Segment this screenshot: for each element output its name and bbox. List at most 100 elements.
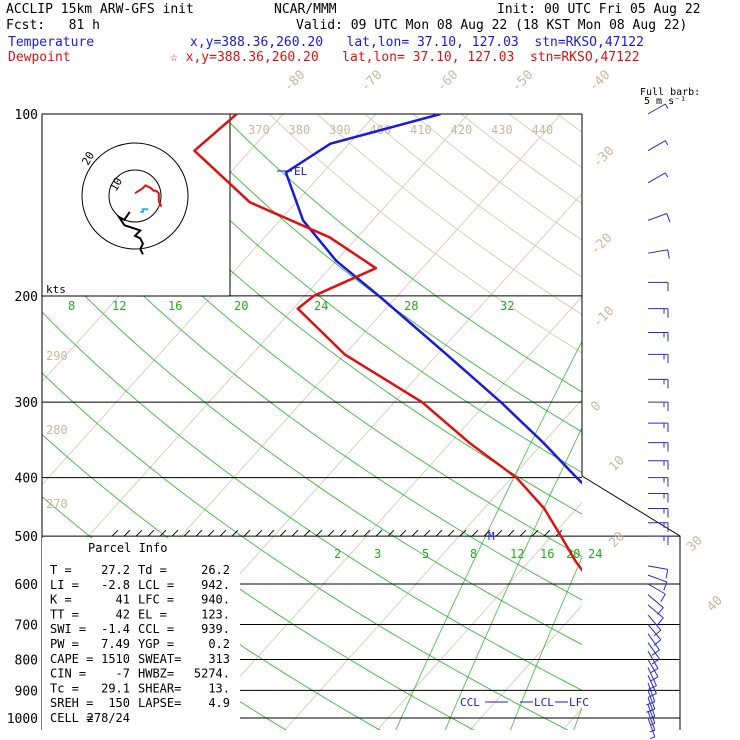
parcel-key: SREH = xyxy=(50,696,93,710)
wind-barb-staff xyxy=(647,711,656,731)
wind-barb xyxy=(648,460,669,470)
wind-barb xyxy=(648,308,669,318)
wind-barb-staff xyxy=(647,624,662,641)
isotherm-label: -70 xyxy=(358,68,385,95)
parcel-value: 5274. xyxy=(194,667,230,681)
wind-barb-flag xyxy=(667,249,670,259)
wind-barb xyxy=(648,331,669,342)
mixing-ratio-label: 12 xyxy=(510,547,524,561)
pressure-label: 1000 xyxy=(7,712,38,727)
level-markers: EL M CCL LCL LFC xyxy=(277,165,589,709)
isotherm-line xyxy=(561,707,582,730)
pressure-label: 300 xyxy=(15,396,38,411)
pressure-label: 200 xyxy=(15,290,38,305)
wind-barb-staff xyxy=(647,682,656,702)
el-marker: EL xyxy=(294,165,308,178)
hatch-mark xyxy=(459,529,467,537)
hatch-mark xyxy=(291,529,299,537)
wind-barb xyxy=(648,442,669,452)
barb-note-unit: 5 m s⁻¹ xyxy=(644,96,686,107)
dry-adiabat xyxy=(460,114,582,205)
parcel-value: 939. xyxy=(201,622,230,636)
wind-barb-staff xyxy=(647,675,657,694)
wind-barb xyxy=(648,353,669,364)
wind-barb-half-flag xyxy=(664,172,669,178)
theta-label: 390 xyxy=(329,123,351,137)
dry-adiabat xyxy=(508,114,582,169)
parcel-value: 42 xyxy=(116,607,130,621)
hatch-mark xyxy=(375,529,383,537)
dry-adiabat xyxy=(42,129,582,558)
parcel-key: K = xyxy=(50,593,72,607)
hatch-mark xyxy=(195,529,203,537)
isotherm-label: -40 xyxy=(586,68,613,95)
wind-barb xyxy=(647,103,669,115)
dewpoint-legend: Dewpoint xyxy=(8,50,71,65)
isotherm-line xyxy=(469,604,582,730)
wind-barb xyxy=(648,422,669,433)
hatch-mark xyxy=(315,529,323,537)
wind-barb xyxy=(647,659,659,682)
wind-barbs xyxy=(646,103,671,739)
hatch-mark xyxy=(159,529,167,537)
isotherm-label: 30 xyxy=(684,533,706,555)
theta-label: 290 xyxy=(46,349,68,363)
dry-adiabat xyxy=(42,250,582,646)
wind-barb-flag xyxy=(660,593,666,603)
hodograph-frame xyxy=(41,113,231,297)
wind-barb-half-flag xyxy=(664,103,669,109)
parcel-value: 942. xyxy=(201,578,230,592)
pressure-label: 100 xyxy=(15,108,38,123)
parcel-key: CIN = xyxy=(50,667,86,681)
isotherm-line xyxy=(42,114,470,589)
hodo-upper-trace xyxy=(134,184,163,208)
parcel-key: LI = xyxy=(50,578,79,592)
hodo-ring-label: 20 xyxy=(79,150,97,168)
isotherm-label: 20 xyxy=(606,529,628,551)
wind-barb-flag xyxy=(665,569,669,579)
theta-label: 430 xyxy=(491,123,513,137)
parcel-key: LFC = xyxy=(138,593,174,607)
parcel-key: LCL = xyxy=(138,578,174,592)
parcel-value: 27.2 xyxy=(101,563,130,577)
wind-barb xyxy=(648,535,669,546)
hodo-lower-trace xyxy=(116,211,145,255)
wind-barb-staff xyxy=(647,659,659,678)
hatch-mark xyxy=(123,529,131,537)
wind-barb-staff xyxy=(647,249,668,254)
hatch-mark xyxy=(387,529,395,537)
barb-frame xyxy=(581,114,681,730)
theta-label: 420 xyxy=(451,123,473,137)
wind-barb-flag xyxy=(663,581,668,591)
wind-barb xyxy=(647,565,669,579)
mixing-ratio-label: 8 xyxy=(68,299,75,313)
mixing-ratio-lines xyxy=(395,340,582,730)
wind-barb-staff xyxy=(647,650,659,669)
parcel-key: PW = xyxy=(50,637,79,651)
hatch-mark xyxy=(255,529,263,537)
wind-barb-half-flag xyxy=(664,140,669,146)
parcel-key: EL = xyxy=(138,607,167,621)
hatch-mark xyxy=(423,529,431,537)
wind-barb-staff xyxy=(647,604,664,619)
mixing-ratio-line xyxy=(509,556,582,730)
dry-adiabat xyxy=(605,114,740,731)
lcl-marker: LCL xyxy=(534,696,554,709)
hatch-mark xyxy=(411,529,419,537)
temperature-legend: Temperature xyxy=(8,35,95,50)
wind-barb xyxy=(648,522,669,532)
wind-barb-header: Full barb: 5 m s⁻¹ xyxy=(640,87,700,107)
hatch-mark xyxy=(243,529,251,537)
isotherm-line xyxy=(283,398,582,730)
wind-barb-staff xyxy=(647,213,667,221)
hatch-mark xyxy=(483,529,491,537)
pressure-label: 500 xyxy=(15,530,38,545)
dry-adiabat xyxy=(42,311,582,691)
hatch-mark xyxy=(267,529,275,537)
hodograph-traces xyxy=(116,184,163,255)
wind-barb xyxy=(647,140,669,152)
parcel-key: Tc = xyxy=(50,681,79,695)
wind-barb-staff xyxy=(647,594,664,608)
theta-label: 280 xyxy=(46,423,68,437)
parcel-value: 7.49 xyxy=(101,637,130,651)
